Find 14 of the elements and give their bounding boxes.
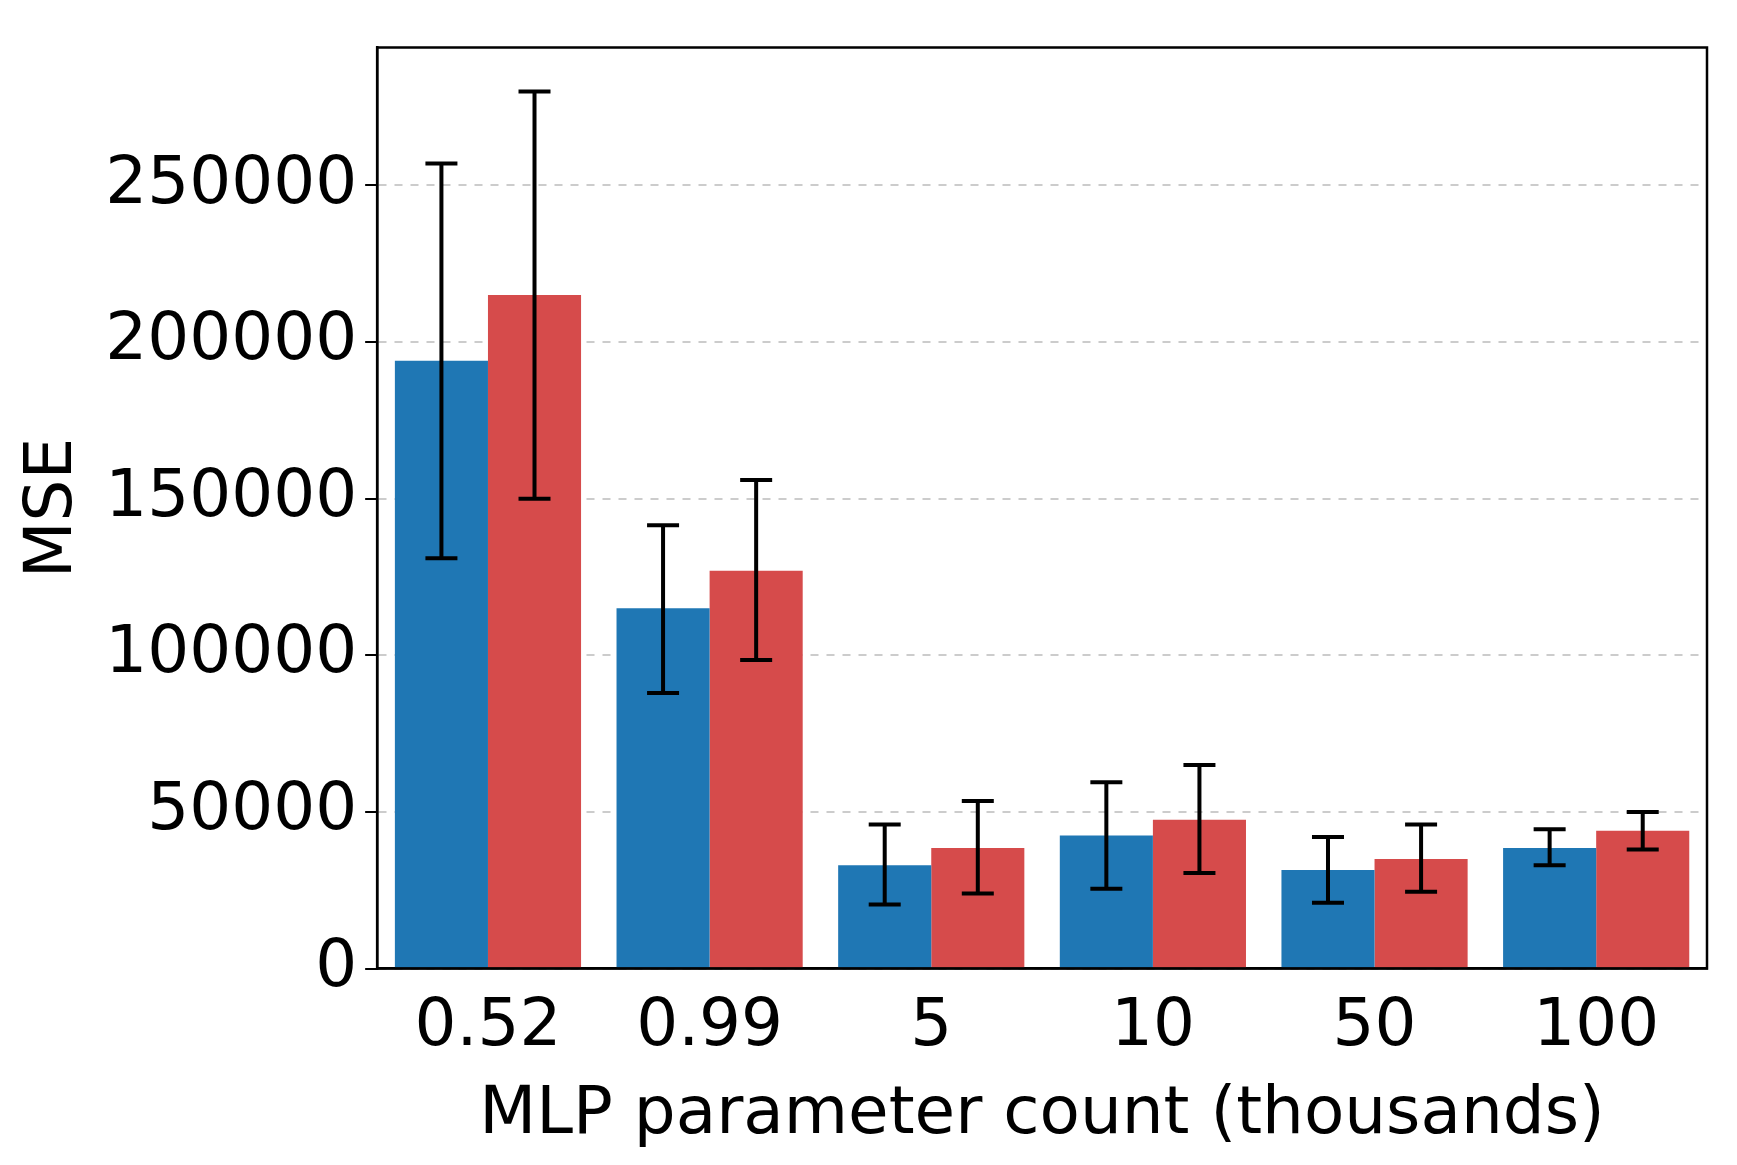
x-tick-label: 0.99: [636, 984, 784, 1062]
y-tick-label: 0: [315, 924, 358, 1002]
y-tick-label: 100000: [105, 611, 358, 689]
x-tick-label: 100: [1533, 984, 1660, 1062]
y-tick-label: 150000: [105, 454, 358, 532]
x-tick-label: 0.52: [414, 984, 562, 1062]
y-tick-label: 200000: [105, 298, 358, 376]
x-tick-label: 50: [1332, 984, 1417, 1062]
y-axis-title: MSE: [9, 437, 87, 579]
x-tick-label: 5: [910, 984, 953, 1062]
x-tick-label: 10: [1110, 984, 1195, 1062]
y-tick-label: 250000: [105, 141, 358, 219]
y-tick-label: 50000: [147, 768, 358, 846]
x-axis-title: MLP parameter count (thousands): [479, 1071, 1605, 1149]
